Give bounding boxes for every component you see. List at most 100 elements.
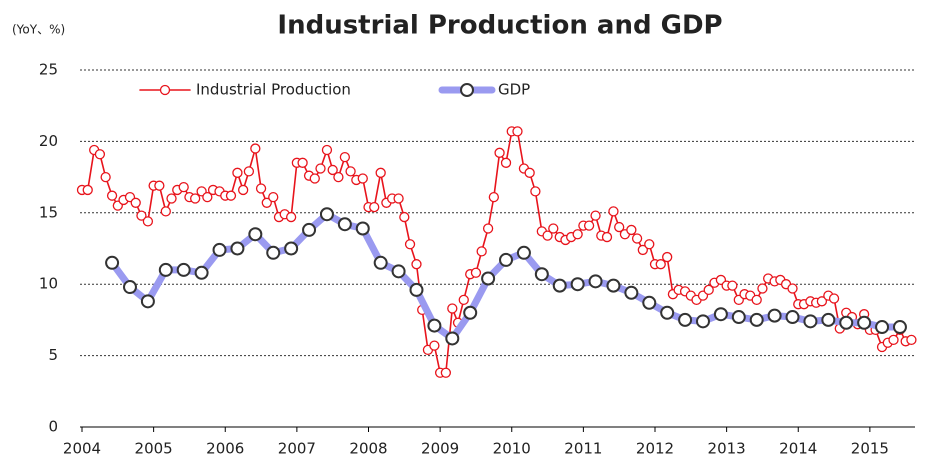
y-tick-label: 10 bbox=[39, 275, 58, 293]
data-point bbox=[105, 255, 120, 270]
x-tick-label: 2008 bbox=[349, 440, 387, 458]
data-point bbox=[285, 211, 297, 223]
data-point bbox=[297, 157, 308, 168]
data-point bbox=[440, 367, 452, 378]
data-point bbox=[447, 303, 458, 314]
legend-label: GDP bbox=[498, 81, 530, 99]
data-point bbox=[548, 223, 559, 234]
data-point bbox=[463, 305, 478, 320]
data-point bbox=[321, 144, 333, 156]
data-point bbox=[106, 190, 118, 201]
data-point bbox=[678, 312, 693, 327]
data-point bbox=[608, 206, 619, 217]
data-point bbox=[427, 318, 442, 333]
data-point bbox=[816, 296, 828, 307]
data-point bbox=[857, 315, 872, 330]
data-point bbox=[202, 191, 213, 203]
data-point bbox=[160, 206, 171, 217]
data-point bbox=[751, 294, 762, 306]
data-point bbox=[166, 193, 177, 204]
data-point bbox=[731, 310, 746, 325]
data-point bbox=[637, 244, 648, 256]
data-point bbox=[357, 173, 368, 184]
data-point bbox=[631, 233, 643, 244]
x-tick-label: 2007 bbox=[278, 440, 316, 458]
data-point bbox=[100, 171, 111, 183]
data-point bbox=[315, 163, 326, 174]
data-point bbox=[429, 340, 440, 351]
legend-marker bbox=[159, 84, 171, 96]
data-point bbox=[445, 331, 460, 346]
data-point bbox=[142, 216, 154, 227]
x-tick-label: 2010 bbox=[493, 440, 531, 458]
data-point bbox=[190, 193, 201, 204]
data-point bbox=[583, 220, 595, 231]
data-point bbox=[154, 180, 165, 191]
data-point bbox=[552, 278, 567, 293]
data-point bbox=[337, 217, 352, 232]
data-point bbox=[232, 167, 243, 178]
data-point bbox=[570, 277, 585, 292]
data-point bbox=[82, 184, 93, 196]
y-tick-label: 5 bbox=[48, 346, 58, 364]
chart-title: Industrial Production and GDP bbox=[277, 11, 722, 41]
y-axis-label: (YoY、%) bbox=[12, 23, 65, 37]
data-point bbox=[888, 334, 899, 346]
data-point bbox=[130, 197, 141, 208]
data-point bbox=[512, 126, 523, 137]
data-point bbox=[839, 315, 854, 330]
series-line bbox=[81, 130, 913, 374]
data-point bbox=[94, 149, 106, 160]
data-point bbox=[255, 183, 267, 194]
data-point bbox=[122, 280, 137, 295]
data-point bbox=[373, 255, 388, 270]
data-point bbox=[333, 171, 344, 183]
data-point bbox=[261, 197, 272, 208]
data-point bbox=[355, 221, 370, 236]
data-point bbox=[375, 167, 386, 178]
y-tick-label: 25 bbox=[39, 61, 58, 79]
data-point bbox=[626, 224, 637, 236]
data-point bbox=[572, 229, 583, 240]
data-point bbox=[238, 184, 249, 196]
data-point bbox=[655, 259, 666, 270]
data-point bbox=[411, 259, 422, 270]
data-point bbox=[494, 147, 505, 158]
data-point bbox=[892, 320, 907, 335]
data-point bbox=[458, 294, 469, 306]
data-point bbox=[828, 293, 840, 304]
data-point bbox=[399, 211, 410, 223]
data-point bbox=[757, 283, 768, 294]
data-point bbox=[662, 251, 673, 263]
data-point bbox=[268, 191, 279, 203]
data-point bbox=[158, 262, 173, 277]
data-point bbox=[176, 262, 191, 277]
data-point bbox=[695, 314, 710, 329]
data-point bbox=[644, 239, 655, 250]
data-point bbox=[601, 231, 613, 243]
data-point bbox=[178, 181, 189, 193]
data-point bbox=[136, 210, 147, 221]
data-point bbox=[250, 143, 261, 154]
data-point bbox=[516, 245, 531, 260]
data-point bbox=[319, 207, 334, 222]
data-point bbox=[470, 267, 482, 278]
data-point bbox=[785, 310, 800, 325]
x-tick-label: 2013 bbox=[708, 440, 746, 458]
data-point bbox=[703, 284, 714, 296]
data-point bbox=[339, 151, 351, 163]
x-tick-label: 2011 bbox=[564, 440, 602, 458]
data-point bbox=[284, 241, 299, 256]
data-point bbox=[230, 241, 245, 256]
data-point bbox=[727, 280, 738, 291]
data-point bbox=[488, 191, 499, 203]
data-point bbox=[588, 274, 603, 289]
data-point bbox=[614, 221, 625, 233]
data-point bbox=[524, 167, 535, 178]
data-point bbox=[309, 173, 320, 184]
data-point bbox=[624, 285, 639, 300]
data-point bbox=[482, 223, 494, 234]
data-point bbox=[542, 230, 553, 241]
data-point bbox=[660, 305, 675, 320]
data-point bbox=[194, 265, 209, 280]
